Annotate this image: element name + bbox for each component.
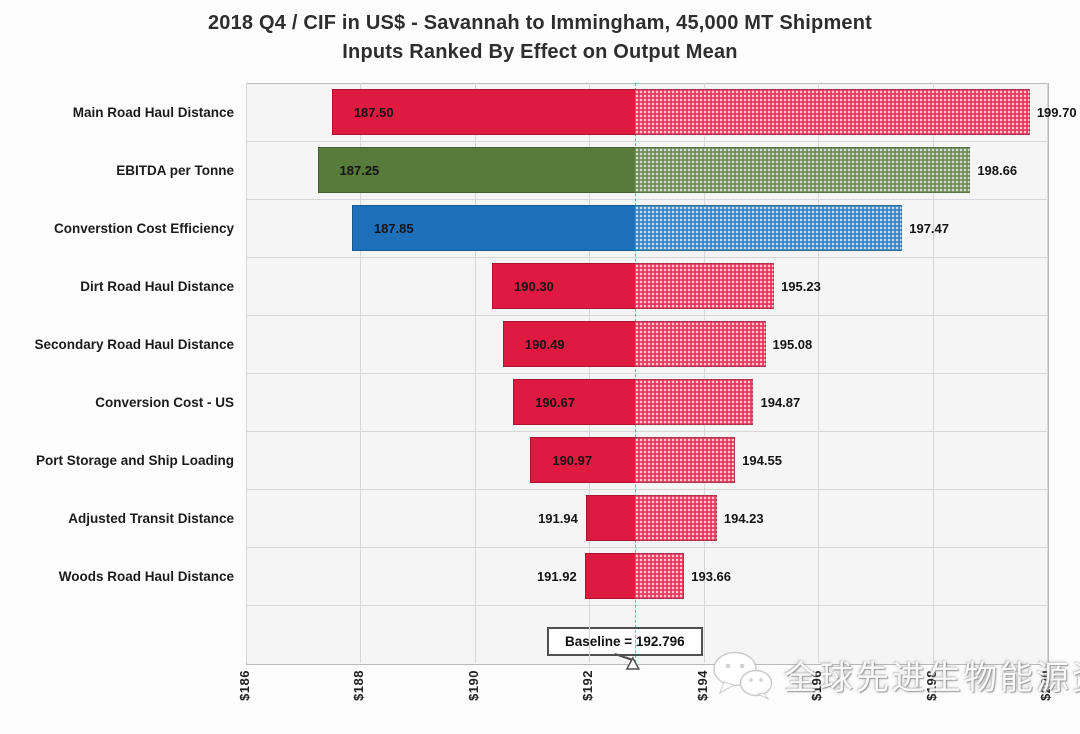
x-tick-label: $188 xyxy=(351,670,367,701)
bar-low-value-label: 187.50 xyxy=(353,104,394,120)
bar-high-value-label: 195.23 xyxy=(781,278,821,294)
baseline-line xyxy=(634,83,636,663)
x-tick-label: $192 xyxy=(580,670,596,701)
bar-low-value-label: 191.94 xyxy=(538,510,578,526)
bar-low-value-label: 190.97 xyxy=(552,452,593,468)
grid-line-horizontal xyxy=(246,199,1047,200)
category-label: Converstion Cost Efficiency xyxy=(53,220,234,236)
x-tick-label: $190 xyxy=(465,670,481,701)
bar-high-segment xyxy=(634,147,971,193)
category-label: Adjusted Transit Distance xyxy=(68,510,234,526)
bar-low-value-label: 190.67 xyxy=(535,394,575,410)
bar-low-segment xyxy=(351,205,635,251)
category-label: Secondary Road Haul Distance xyxy=(34,336,234,352)
category-label: EBITDA per Tonne xyxy=(116,162,234,178)
baseline-callout: Baseline = 192.796 xyxy=(546,627,703,656)
category-label: Port Storage and Ship Loading xyxy=(35,452,234,468)
bar-low-segment xyxy=(331,89,635,135)
bar-low-value-label: 187.25 xyxy=(339,162,380,178)
bar-low-segment xyxy=(584,553,635,599)
bar-high-segment xyxy=(634,89,1030,135)
baseline-callout-label: Baseline = 192.796 xyxy=(564,634,685,649)
grid-line-horizontal xyxy=(246,605,1047,606)
bar-high-segment xyxy=(634,321,766,367)
category-label: Main Road Haul Distance xyxy=(72,104,234,120)
bar-low-value-label: 190.30 xyxy=(514,278,554,294)
bar-high-segment xyxy=(634,553,685,599)
grid-line-horizontal xyxy=(246,489,1047,490)
category-label: Woods Road Haul Distance xyxy=(58,568,234,584)
bar-low-segment xyxy=(513,379,635,425)
chart-title: 2018 Q4 / CIF in US$ - Savannah to Immin… xyxy=(20,12,1060,64)
bar-high-value-label: 195.08 xyxy=(772,336,813,352)
category-label: Conversion Cost - US xyxy=(95,394,234,410)
grid-line-horizontal xyxy=(246,547,1047,548)
bar-low-value-label: 190.49 xyxy=(524,336,565,352)
bar-high-segment xyxy=(634,495,717,541)
bar-high-value-label: 194.23 xyxy=(723,510,764,526)
bar-low-value-label: 191.92 xyxy=(536,568,577,584)
bar-low-segment xyxy=(585,495,635,541)
chart-title-line1: 2018 Q4 / CIF in US$ - Savannah to Immin… xyxy=(207,12,873,34)
watermark-text: 全球先进生物能源资讯 xyxy=(784,659,1080,696)
bar-low-segment xyxy=(502,321,635,367)
grid-line-horizontal xyxy=(246,431,1047,432)
bar-high-segment xyxy=(634,379,754,425)
wechat-icon xyxy=(713,651,773,700)
bar-high-value-label: 193.66 xyxy=(691,568,732,584)
bar-high-value-label: 194.87 xyxy=(760,394,801,410)
grid-line-horizontal xyxy=(246,373,1047,374)
bar-low-segment xyxy=(492,263,635,309)
x-tick-label: $194 xyxy=(694,670,710,701)
bar-high-segment xyxy=(634,205,903,251)
bar-high-value-label: 198.66 xyxy=(977,162,1018,178)
x-tick-label: $186 xyxy=(237,670,252,701)
grid-line-horizontal xyxy=(246,141,1047,142)
category-label: Dirt Road Haul Distance xyxy=(80,278,234,294)
bar-high-value-label: 197.47 xyxy=(909,220,949,236)
chart-title-line2: Inputs Ranked By Effect on Output Mean xyxy=(342,41,738,63)
watermark: 全球先进生物能源资讯 xyxy=(712,650,1080,700)
grid-line-vertical xyxy=(1047,83,1048,663)
bar-low-segment xyxy=(317,147,635,193)
bar-high-segment xyxy=(634,263,775,309)
bar-high-segment xyxy=(634,437,736,483)
bar-high-value-label: 194.55 xyxy=(742,452,782,468)
bar-low-value-label: 187.85 xyxy=(373,220,414,236)
bar-high-value-label: 199.70 xyxy=(1036,104,1077,120)
grid-line-horizontal xyxy=(246,257,1047,258)
grid-line-horizontal xyxy=(246,315,1047,316)
bar-low-segment xyxy=(530,437,635,483)
